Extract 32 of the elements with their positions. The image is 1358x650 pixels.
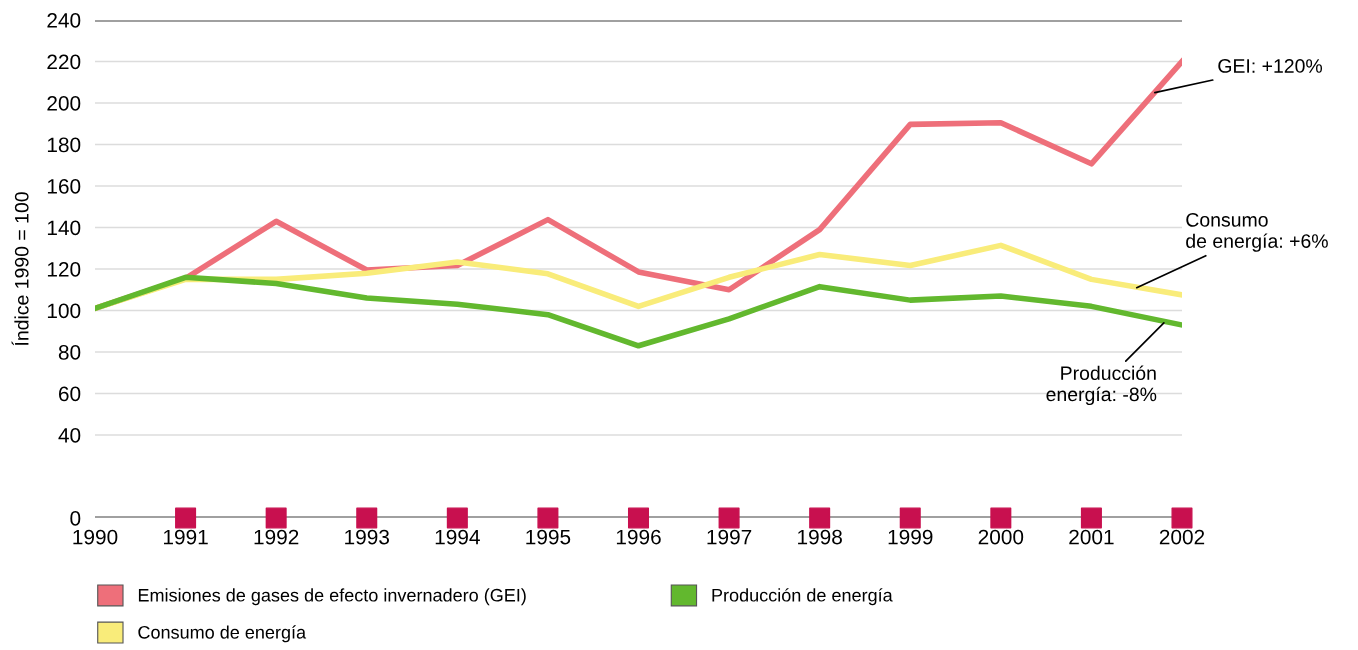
x-tick-label: 1998 [798,529,842,545]
y-axis-title: Índice 1990 = 100 [11,192,29,346]
x-tick-label: 1994 [435,529,480,545]
annotation: GEI: +120% [1218,59,1323,73]
x-tick-label: 2001 [1069,529,1114,545]
x-tick-label: 1995 [526,529,571,545]
x-tick-label: 1999 [888,529,933,545]
y-tick-label: 120 [47,262,81,277]
annotation: Consumo de energía: +6% [1186,212,1328,252]
y-tick-label: 140 [47,220,81,236]
y-tick-label: 200 [47,96,81,111]
x-tick-label: 1991 [164,529,208,545]
y-tick-label: 40 [58,428,81,443]
y-tick-label: 180 [47,137,81,153]
x-tick-label: 1997 [707,529,752,545]
y-tick-label: 60 [59,386,81,402]
legend-label: Emisiones de gases de efecto invernadero (GEI) [138,588,526,606]
legend-label: Consumo de energía [138,625,307,643]
x-tick-label: 1992 [254,529,299,545]
y-tick-label: 220 [47,54,81,70]
x-tick-label: 2002 [1159,529,1205,545]
annotation: Producción energía: -8% [1046,365,1157,406]
y-tick-label: 160 [47,179,81,194]
y-tick-label: 0 [70,511,81,526]
y-tick-label: 240 [47,13,81,28]
x-tick-label: 1996 [616,529,661,545]
y-tick-label: 80 [58,345,81,360]
legend-label: Producción de energía [712,588,893,606]
y-tick-label: 100 [47,303,81,319]
x-tick-label: 2000 [978,529,1024,545]
x-tick-label: 1990 [73,529,118,545]
x-tick-label: 1993 [345,529,390,545]
